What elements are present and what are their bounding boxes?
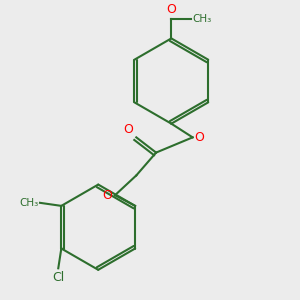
Text: CH₃: CH₃: [19, 198, 38, 208]
Text: O: O: [123, 123, 133, 136]
Text: Cl: Cl: [52, 271, 64, 284]
Text: CH₃: CH₃: [193, 14, 212, 24]
Text: O: O: [194, 131, 204, 144]
Text: O: O: [103, 189, 112, 202]
Text: O: O: [167, 3, 176, 16]
